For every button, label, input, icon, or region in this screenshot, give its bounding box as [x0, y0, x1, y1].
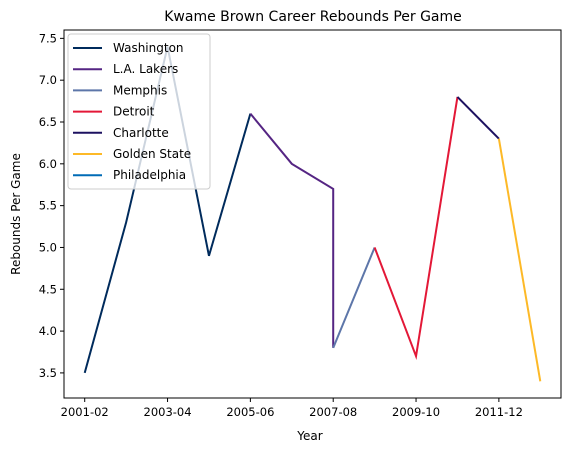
- series-line-4: [456, 96, 500, 140]
- series-line-5: [497, 138, 542, 382]
- series-line-3: [373, 96, 459, 361]
- series-line-1: [249, 113, 335, 348]
- legend-label: Detroit: [113, 105, 155, 119]
- legend-label: Golden State: [113, 147, 191, 161]
- y-tick-label: 3.5: [39, 366, 57, 380]
- y-tick-label: 4.0: [39, 324, 57, 338]
- x-tick-label: 2001-02: [61, 405, 109, 419]
- x-tick-label: 2007-08: [309, 405, 357, 419]
- y-tick-label: 4.5: [39, 282, 57, 296]
- y-tick-label: 6.0: [39, 157, 57, 171]
- y-tick-label: 7.5: [39, 31, 57, 45]
- y-tick-label: 5.5: [39, 199, 57, 213]
- y-tick-label: 5.0: [39, 240, 57, 254]
- y-axis-label: Rebounds Per Game: [9, 153, 23, 275]
- series-lines: [83, 46, 542, 382]
- chart-title: Kwame Brown Career Rebounds Per Game: [164, 9, 462, 25]
- legend-label: L.A. Lakers: [113, 62, 178, 76]
- y-tick-label: 6.5: [39, 115, 57, 129]
- x-tick-label: 2005-06: [226, 405, 274, 419]
- series-line-2: [332, 247, 376, 349]
- x-tick-label: 2003-04: [144, 405, 192, 419]
- x-tick-label: 2009-10: [392, 405, 440, 419]
- y-tick-label: 7.0: [39, 73, 57, 87]
- legend: Washington L.A. Lakers Memphis Detroit Charl…: [67, 33, 211, 190]
- legend-label: Washington: [113, 41, 184, 55]
- x-tick-label: 2011-12: [475, 405, 523, 419]
- legend-label: Charlotte: [113, 126, 169, 140]
- y-axis-ticks: 3.5 4.0 4.5 5.0 5.5 6.0 6.5 7.0 7.5: [39, 31, 64, 380]
- x-axis-label: Year: [296, 429, 322, 443]
- plot-frame: [63, 29, 562, 399]
- legend-label: Memphis: [113, 83, 167, 97]
- legend-box: [67, 33, 211, 190]
- legend-label: Philadelphia: [113, 168, 186, 182]
- x-axis-ticks: 2001-02 2003-04 2005-06 2007-08 2009-10 2011-…: [61, 398, 523, 419]
